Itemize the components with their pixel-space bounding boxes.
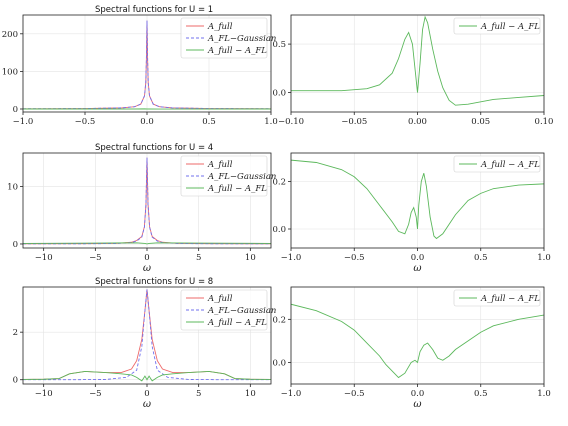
y-tick-label: 0.0	[272, 358, 286, 368]
legend-label: A_full − A_FL	[480, 22, 540, 32]
x-tick-label: −0.05	[341, 117, 367, 127]
legend-box	[453, 289, 541, 307]
chart-title: Spectral functions for U = 1	[95, 5, 213, 15]
chart-title: Spectral functions for U = 4	[95, 143, 213, 153]
legend-label: A_full − A_FL	[480, 160, 540, 170]
legend-box	[180, 155, 268, 197]
x-tick-label: 0.10	[535, 117, 554, 127]
legend-label: A_full	[207, 160, 233, 170]
x-tick-label: 0.0	[411, 389, 425, 399]
legend: A_full − A_FL	[453, 17, 541, 35]
series-line-diff	[23, 242, 271, 245]
legend-box	[453, 155, 541, 173]
x-tick-label: 10	[245, 389, 256, 399]
series-line-diff	[23, 370, 271, 382]
x-tick-label: −1.0	[13, 117, 34, 127]
x-tick-label: 0.5	[474, 253, 488, 263]
y-tick-label: 0.0	[272, 89, 286, 99]
legend-box	[180, 17, 268, 59]
y-tick-label: 2	[13, 328, 18, 338]
legend-label: A_full	[207, 294, 233, 304]
x-tick-label: −5	[89, 253, 102, 263]
x-axis-label: ω	[143, 399, 151, 410]
x-tick-label: 0	[144, 253, 149, 263]
x-tick-label: −1.0	[281, 253, 302, 263]
x-tick-label: 0.00	[408, 117, 427, 127]
x-tick-label: 0.0	[140, 117, 154, 127]
y-tick-label: 0	[13, 105, 18, 115]
x-tick-label: −1.0	[281, 389, 302, 399]
legend-label: A_FL−Gaussian	[207, 306, 276, 316]
x-tick-label: 10	[245, 253, 256, 263]
x-tick-label: 1.0	[537, 389, 551, 399]
y-tick-label: 0.0	[272, 225, 286, 235]
x-tick-label: 0.5	[202, 117, 216, 127]
series-line-diff	[291, 15, 544, 106]
legend: A_full A_FL−Gaussian A_full − A_FL	[180, 289, 276, 331]
x-tick-label: 0.05	[471, 117, 490, 127]
y-tick-label: 0	[13, 376, 18, 386]
x-tick-label: −5	[89, 389, 102, 399]
x-tick-label: −0.10	[278, 117, 304, 127]
chart-panel-1: −1.0 −0.5 0.0 0.5 1.0 0 100 200 Spectral functio…	[2, 5, 278, 127]
x-tick-label: −10	[35, 253, 53, 263]
legend-label: A_full − A_FL	[480, 294, 540, 304]
x-tick-label: 0	[144, 389, 149, 399]
y-tick-label: 0.5	[272, 40, 286, 50]
legend-box	[453, 17, 541, 35]
x-tick-label: 1.0	[264, 117, 278, 127]
x-tick-label: 1.0	[537, 253, 551, 263]
x-tick-label: −0.5	[344, 253, 365, 263]
series-line-diff	[291, 303, 544, 379]
legend-label: A_FL−Gaussian	[207, 172, 276, 182]
series-line-gaussian	[23, 20, 271, 110]
chart-panel-4: −1.0 −0.5 0.0 0.5 1.0 0.0 0.2 ω A_full − A_FL	[272, 152, 551, 274]
chart-panel-2: −0.10 −0.05 0.00 0.05 0.10 0.0 0.5 A_full − A_F…	[272, 14, 554, 127]
legend-label: A_FL−Gaussian	[207, 34, 276, 44]
series-line-gaussian	[23, 289, 271, 381]
legend-label: A_full − A_FL	[207, 46, 267, 56]
chart-title: Spectral functions for U = 8	[95, 277, 213, 287]
legend: A_full − A_FL	[453, 155, 541, 173]
chart-panel-6: −1.0 −0.5 0.0 0.5 1.0 0.0 0.2 ω A_full − A_FL	[272, 286, 551, 410]
legend-label: A_full	[207, 22, 233, 32]
legend: A_full A_FL−Gaussian A_full − A_FL	[180, 155, 276, 197]
x-tick-label: −0.5	[75, 117, 96, 127]
legend-label: A_full − A_FL	[207, 184, 267, 194]
x-axis-label: ω	[413, 263, 421, 274]
y-tick-label: 0.2	[272, 315, 286, 325]
legend-box	[180, 289, 268, 331]
y-tick-label: 200	[2, 30, 18, 40]
y-tick-label: 0	[13, 240, 18, 250]
x-axis-label: ω	[413, 399, 421, 410]
x-tick-label: 0.5	[474, 389, 488, 399]
x-tick-label: −0.5	[344, 389, 365, 399]
y-tick-label: 10	[7, 182, 18, 192]
legend-label: A_full − A_FL	[207, 318, 267, 328]
y-tick-label: 100	[2, 67, 18, 77]
chart-panel-3: −10 −5 0 5 10 0 10 ω Spectral functions for U = …	[7, 143, 276, 274]
x-tick-label: 5	[196, 389, 201, 399]
x-tick-label: 0.0	[411, 253, 425, 263]
y-tick-label: 0.2	[272, 178, 286, 188]
chart-panel-5: −10 −5 0 5 10 0 2 ω Spectral functions for U = 8…	[13, 277, 277, 410]
x-tick-label: 5	[196, 253, 201, 263]
series-line-diff	[291, 159, 544, 240]
legend: A_full A_FL−Gaussian A_full − A_FL	[180, 17, 276, 59]
x-tick-label: −10	[35, 389, 53, 399]
legend: A_full − A_FL	[453, 289, 541, 307]
x-axis-label: ω	[143, 263, 151, 274]
